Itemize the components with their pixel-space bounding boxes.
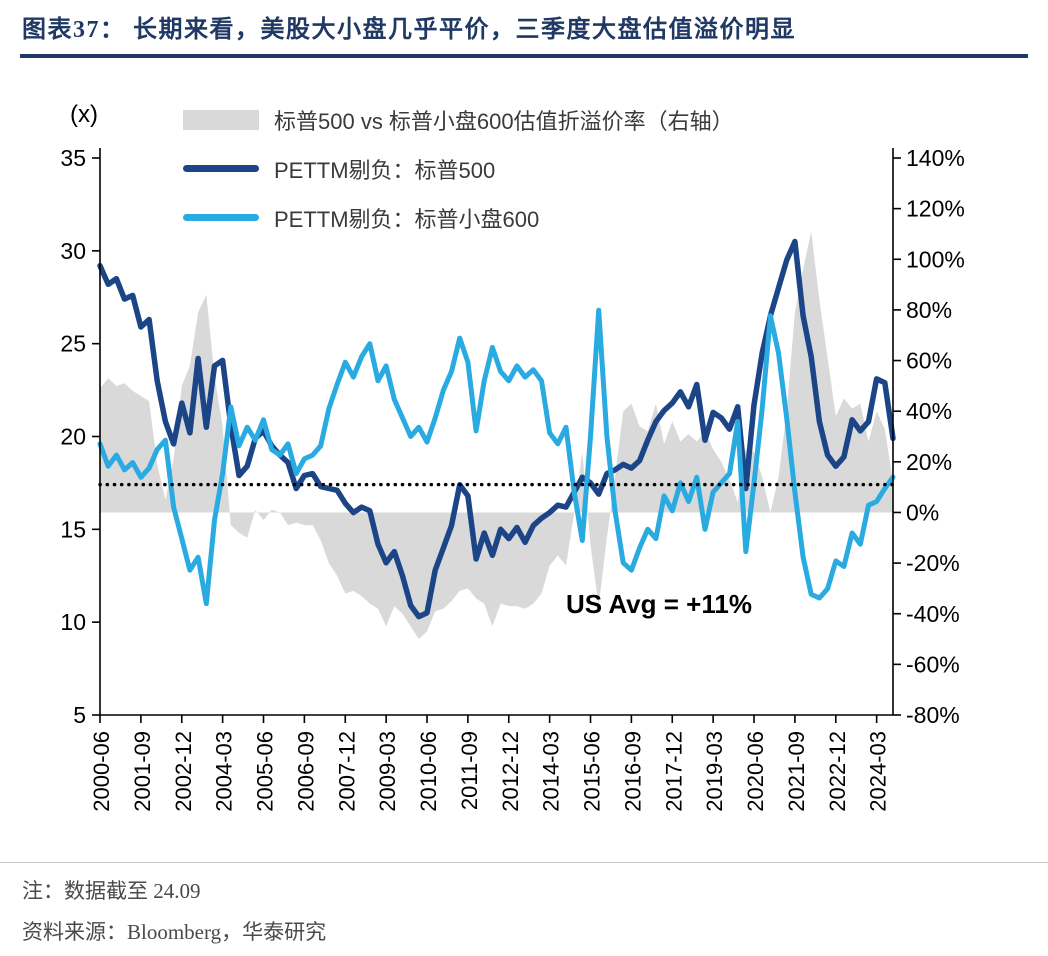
- line-legend-swatch: [183, 214, 259, 221]
- x-axis-tick-label: 2010-06: [416, 731, 441, 812]
- left-axis-tick-label: 25: [60, 331, 86, 357]
- premium-area-series: [100, 231, 893, 639]
- legend-label: PETTM剔负：标普小盘600: [274, 206, 540, 232]
- sp600-line-series: [97, 307, 896, 607]
- title-bar: 图表37： 长期来看，美股大小盘几乎平价，三季度大盘估值溢价明显: [20, 0, 1028, 58]
- x-axis-tick-label: 2022-12: [825, 731, 850, 812]
- x-axis-tick-label: 2000-06: [89, 731, 114, 812]
- valuation-line-chart: 35 30 25 20 15 10 5 140% 120% 100% 80% 60% 40% 20% 0% -…: [60, 145, 965, 812]
- legend-item: PETTM剔负：标普小盘600: [183, 193, 734, 242]
- left-axis-tick-label: 20: [60, 424, 86, 450]
- area-legend-swatch: [183, 109, 259, 130]
- legend-label: 标普500 vs 标普小盘600估值折溢价率（右轴）: [274, 108, 734, 134]
- x-axis-tick-label: 2016-09: [620, 731, 645, 812]
- x-axis-tick-label: 2001-09: [130, 731, 155, 812]
- right-axis-tick-label: 0%: [906, 500, 939, 526]
- legend-item: PETTM剔负：标普500: [183, 144, 734, 193]
- x-axis-tick-label: 2014-03: [539, 731, 564, 812]
- x-axis-tick-label: 2021-09: [784, 731, 809, 812]
- left-axis-tick-label: 35: [60, 145, 86, 171]
- x-axis-tick-label: 2017-12: [661, 731, 686, 812]
- legend-item: 标普500 vs 标普小盘600估值折溢价率（右轴）: [183, 95, 734, 144]
- right-axis-tick-label: 100%: [906, 246, 965, 272]
- data-note: 注：数据截至 24.09: [22, 879, 201, 903]
- left-axis-tick-label: 15: [60, 516, 86, 542]
- source-note: 资料来源：Bloomberg，华泰研究: [22, 920, 327, 944]
- line-legend-swatch: [183, 165, 259, 172]
- right-axis-tick-label: -60%: [906, 651, 960, 677]
- x-axis-tick-label: 2024-03: [866, 731, 891, 812]
- x-axis-tick-label: 2009-03: [375, 731, 400, 812]
- right-axis-tick-label: 80%: [906, 297, 952, 323]
- right-axis-tick-label: 60%: [906, 348, 952, 374]
- left-axis-tick-label: 5: [73, 702, 86, 728]
- chart-legend: 标普500 vs 标普小盘600估值折溢价率（右轴） PETTM剔负：标普500 P…: [183, 95, 734, 242]
- x-axis-tick-label: 2012-12: [498, 731, 523, 812]
- x-axis-tick-label: 2019-03: [702, 731, 727, 812]
- x-axis-tick-label: 2007-12: [334, 731, 359, 812]
- right-axis-tick-label: 40%: [906, 398, 952, 424]
- left-axis-tick-label: 10: [60, 609, 86, 635]
- x-axis-tick-label: 2020-06: [743, 731, 768, 812]
- left-axis-unit-label: (x): [70, 101, 98, 128]
- x-axis-tick-label: 2004-03: [212, 731, 237, 812]
- x-axis-tick-label: 2005-06: [253, 731, 278, 812]
- x-axis-tick-label: 2002-12: [171, 731, 196, 812]
- page-title: 图表37： 长期来看，美股大小盘几乎平价，三季度大盘估值溢价明显: [22, 17, 796, 43]
- left-axis-tick-label: 30: [60, 238, 86, 264]
- footnotes: 注：数据截至 24.09 资料来源：Bloomberg，华泰研究: [0, 862, 1048, 946]
- right-axis-tick-label: 20%: [906, 449, 952, 475]
- sp500-line-series: [97, 238, 896, 620]
- x-axis-tick-label: 2015-06: [580, 731, 605, 812]
- right-axis-tick-label: 120%: [906, 196, 965, 222]
- legend-label: PETTM剔负：标普500: [274, 157, 496, 183]
- x-axis-tick-label: 2011-09: [457, 731, 482, 810]
- right-axis-tick-label: 140%: [906, 145, 965, 171]
- right-axis-tick-label: -20%: [906, 550, 960, 576]
- x-axis-tick-label: 2006-09: [293, 731, 318, 812]
- right-axis-tick-label: -80%: [906, 702, 960, 728]
- us-average-annotation: US Avg = +11%: [566, 589, 752, 619]
- right-axis-tick-label: -40%: [906, 601, 960, 627]
